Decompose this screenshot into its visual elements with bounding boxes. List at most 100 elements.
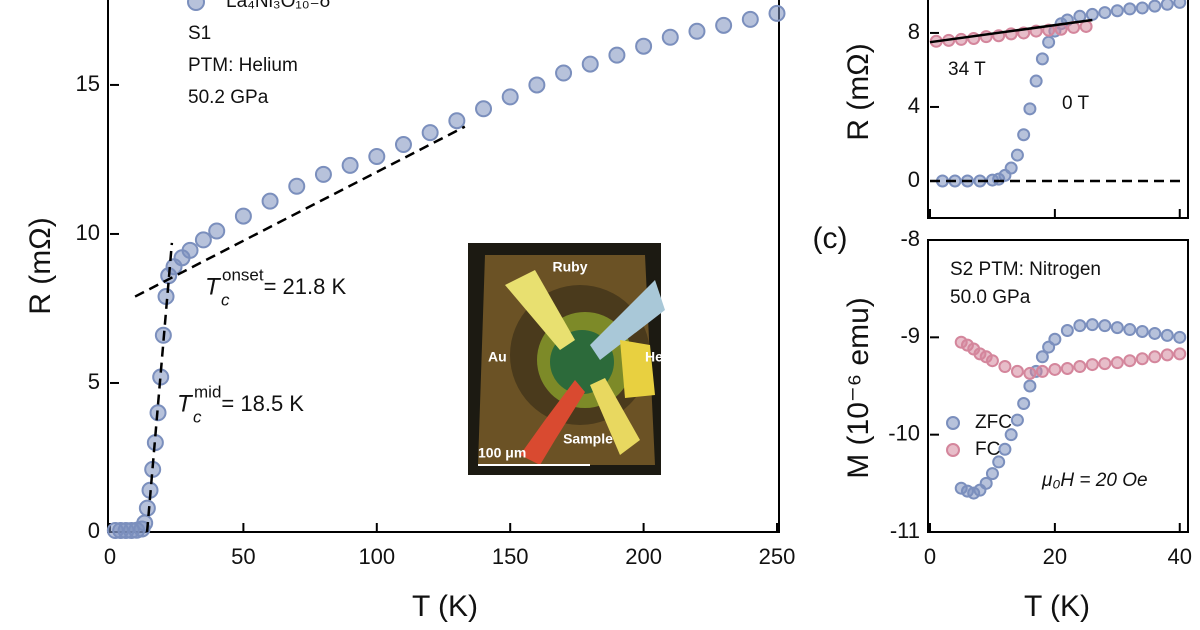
inset-photo [468,243,665,475]
data-point [1148,0,1162,13]
data-point [1173,347,1187,361]
legend-marker [187,0,205,11]
x-tick-label: 150 [492,544,529,569]
data-point [1035,52,1049,66]
data-point [1110,321,1124,335]
data-point [1135,352,1149,366]
data-point [1173,0,1187,9]
data-point [475,100,493,118]
data-point [1160,0,1174,11]
panel: 0 20 40 -11 -10 -9 -8 T (K) M (10⁻⁶ emu) (c) ZFC FC… [813,222,1192,623]
series-label: 0 T [1062,93,1090,114]
legend-label: FC [975,439,1000,460]
data-point [1123,2,1137,16]
reference-line [134,125,466,298]
data-point [992,455,1006,469]
y-tick-label: -8 [900,226,920,251]
data-point [1004,161,1018,175]
x-tick-label: 200 [625,544,662,569]
annotation: μ₀H = 20 Oe [1041,470,1148,491]
data-point [1098,319,1112,333]
data-point [1148,326,1162,340]
x-tick-label: 40 [1168,544,1192,569]
data-point [1048,332,1062,346]
inset-label: He⁴ [645,349,670,365]
y-tick-label: -10 [888,420,920,445]
data-point [1023,102,1037,116]
tc-subscript: c [193,407,202,426]
x-tick-label: 100 [358,544,395,569]
data-point [448,112,466,130]
data-point [1135,324,1149,338]
x-axis-label: T (K) [1024,590,1090,623]
data-point [136,514,154,532]
data-point [1160,328,1174,342]
annotation: S1 [188,23,211,44]
y-tick-label: 0 [88,518,100,543]
data-point [1098,6,1112,20]
inset-label: 100 μm [478,445,526,461]
data-point [1048,362,1062,376]
data-point [1029,74,1043,88]
annotation: 50.2 GPa [188,87,269,108]
inset-label: Sample [563,431,613,447]
data-point [1017,128,1031,142]
reference-line [145,242,174,533]
data-point [1098,357,1112,371]
data-point [288,177,306,195]
data-point [341,156,359,174]
x-tick-label: 250 [759,544,796,569]
y-tick-label: -9 [900,323,920,348]
data-point [608,46,626,64]
data-point [1023,379,1037,393]
data-point [368,147,386,165]
data-point [661,28,679,46]
data-point [1060,324,1074,338]
data-point [1148,350,1162,364]
data-point [1123,354,1137,368]
tc-superscript: onset [222,265,264,284]
tc-symbol: T [177,390,194,417]
data-point [581,55,599,73]
data-point [1085,318,1099,332]
data-point [314,165,332,183]
data-point [501,88,519,106]
legend-marker [946,416,960,430]
data-point [421,124,439,142]
data-point [985,354,999,368]
tc-subscript: c [221,290,230,309]
y-tick-label: 15 [76,71,100,96]
data-point [1173,330,1187,344]
data-point [234,207,252,225]
annotation: PTM: Helium [188,55,298,76]
data-point [1123,323,1137,337]
data-point [715,16,733,34]
data-point [261,192,279,210]
series-label: 34 T [948,59,986,80]
data-point [181,241,199,259]
panel: 0 4 8 R (mΩ) 0 T 34 T [842,0,1189,219]
data-point [998,442,1012,456]
data-point [138,499,156,517]
data-point [1060,361,1074,375]
data-point [1004,428,1018,442]
data-point [1073,360,1087,374]
panel-label: (c) [813,222,848,255]
tc-symbol: T [205,273,222,300]
y-tick-label: 10 [76,220,100,245]
data-point [1110,4,1124,18]
plot-frame [107,0,780,533]
data-point [194,231,212,249]
data-point [635,37,653,55]
data-point [1010,413,1024,427]
data-point [1085,7,1099,21]
y-axis-label: R (mΩ) [24,217,57,314]
data-point [528,76,546,94]
data-point [985,467,999,481]
panel: 0 50 100 150 200 250 0 5 10 15 T (K) R (mΩ) La₄Ni₃O₁… [24,0,795,623]
plot-frame [927,0,1189,219]
tc-value: = 18.5 K [221,391,304,416]
data-point [979,476,993,490]
y-tick-label: 5 [88,369,100,394]
